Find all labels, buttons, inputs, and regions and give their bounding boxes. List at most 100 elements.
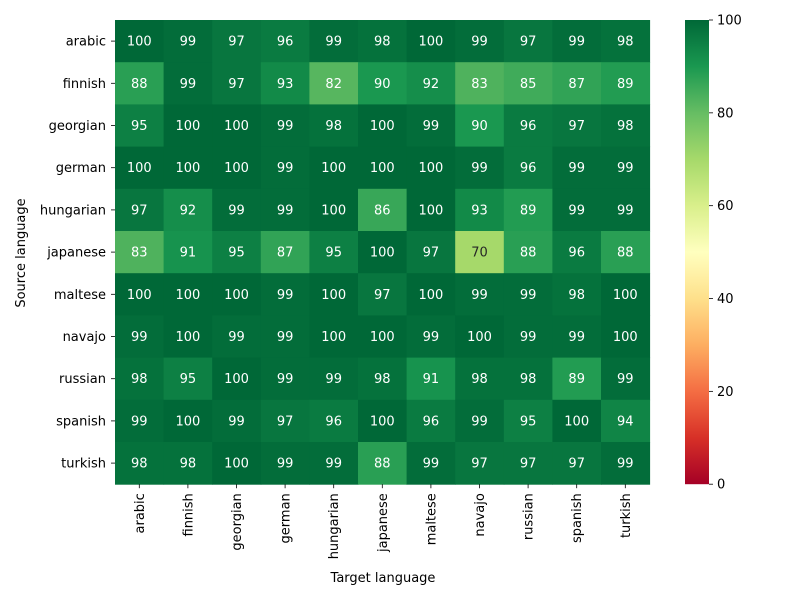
- cell-value-label: 98: [520, 372, 537, 387]
- heatmap-cell: [455, 442, 505, 485]
- heatmap-cell: [115, 315, 165, 359]
- x-tick-label: spanish: [570, 493, 585, 543]
- cell-value-label: 97: [520, 457, 537, 472]
- cell-value-label: 99: [228, 330, 245, 345]
- cell-value-label: 83: [471, 77, 488, 92]
- heatmap-cell: [358, 188, 408, 232]
- heatmap-cell: [358, 273, 408, 316]
- cell-value-label: 100: [224, 372, 249, 387]
- cell-value-label: 99: [277, 119, 294, 134]
- cell-value-label: 100: [127, 288, 152, 303]
- cell-value-label: 99: [277, 288, 294, 303]
- heatmap-cell: [503, 315, 553, 359]
- cell-value-label: 100: [224, 457, 249, 472]
- cell-value-label: 99: [180, 77, 197, 92]
- heatmap-cell: [552, 104, 602, 148]
- x-tick-label: japanese: [376, 493, 391, 553]
- x-tick-label: navajo: [473, 493, 488, 536]
- cell-value-label: 100: [370, 119, 395, 134]
- cell-value-label: 100: [418, 161, 443, 176]
- heatmap-cell: [406, 20, 456, 63]
- cell-value-label: 97: [131, 203, 148, 218]
- x-tick-label: finnish: [181, 493, 196, 536]
- cell-value-label: 100: [224, 119, 249, 134]
- heatmap-cell: [552, 146, 602, 190]
- cell-value-label: 99: [471, 161, 488, 176]
- cell-value-label: 96: [325, 414, 342, 429]
- cell-value-label: 99: [568, 330, 585, 345]
- heatmap-cell: [552, 231, 602, 274]
- heatmap-cell: [503, 357, 553, 401]
- heatmap-cell: [212, 146, 262, 190]
- heatmap-cell: [552, 188, 602, 232]
- cell-value-label: 100: [175, 161, 200, 176]
- cell-value-label: 100: [321, 288, 346, 303]
- heatmap-cell: [358, 146, 408, 190]
- heatmap-cell: [163, 357, 213, 401]
- cell-value-label: 88: [131, 77, 148, 92]
- heatmap-cell: [309, 273, 359, 316]
- cell-value-label: 99: [520, 330, 537, 345]
- cell-value-label: 97: [568, 457, 585, 472]
- heatmap-cell: [503, 399, 553, 443]
- cell-value-label: 100: [175, 288, 200, 303]
- heatmap-cell: [212, 188, 262, 232]
- cell-value-label: 87: [568, 77, 585, 92]
- heatmap-cell: [358, 62, 408, 105]
- x-axis: arabic finnish georgian german hungarian japa…: [133, 484, 634, 559]
- cell-value-label: 96: [277, 35, 294, 50]
- heatmap-cell: [503, 104, 553, 148]
- heatmap-cell: [260, 231, 310, 274]
- heatmap-cell: [601, 273, 651, 316]
- cell-value-label: 99: [471, 414, 488, 429]
- heatmap-cell: [309, 104, 359, 148]
- heatmap-cell: [115, 62, 165, 105]
- heatmap-cell: [260, 399, 310, 443]
- cell-value-label: 90: [374, 77, 391, 92]
- heatmap-cell: [309, 20, 359, 63]
- heatmap-cell: [601, 442, 651, 485]
- y-tick-label: navajo: [63, 330, 106, 345]
- cell-value-label: 99: [423, 457, 440, 472]
- heatmap-cell: [212, 273, 262, 316]
- cell-value-label: 100: [127, 35, 152, 50]
- colorbar-tick-label: 80: [717, 106, 734, 121]
- cell-value-label: 99: [617, 372, 634, 387]
- cell-value-label: 96: [520, 119, 537, 134]
- cell-value-label: 70: [471, 246, 488, 261]
- cell-value-label: 95: [520, 414, 537, 429]
- heatmap-cell: [503, 231, 553, 274]
- cell-value-label: 96: [423, 414, 440, 429]
- cell-value-label: 99: [228, 414, 245, 429]
- cell-value-label: 89: [617, 77, 634, 92]
- heatmap-cell: [163, 146, 213, 190]
- cell-value-label: 100: [370, 330, 395, 345]
- cell-value-label: 99: [423, 330, 440, 345]
- cell-value-label: 100: [564, 414, 589, 429]
- heatmap-cell: [260, 62, 310, 105]
- heatmap-cell: [601, 357, 651, 401]
- heatmap-cell: [503, 442, 553, 485]
- x-tick-label: georgian: [230, 493, 245, 550]
- heatmap-cell: [552, 442, 602, 485]
- cell-value-label: 100: [370, 414, 395, 429]
- cell-value-label: 98: [131, 457, 148, 472]
- heatmap-cell: [503, 20, 553, 63]
- x-tick-label: russian: [522, 493, 537, 540]
- cell-value-label: 99: [277, 330, 294, 345]
- heatmap-cell: [212, 442, 262, 485]
- heatmap-cell: [406, 273, 456, 316]
- heatmap-cell: [309, 62, 359, 105]
- y-tick-label: spanish: [56, 414, 106, 429]
- cell-value-label: 87: [277, 246, 294, 261]
- heatmap-cell: [163, 399, 213, 443]
- x-tick-label: maltese: [424, 493, 439, 545]
- cell-value-label: 100: [418, 288, 443, 303]
- y-tick-label: hungarian: [40, 203, 106, 218]
- heatmap-cell: [309, 399, 359, 443]
- cell-value-label: 100: [321, 161, 346, 176]
- heatmap-cell: [212, 357, 262, 401]
- heatmap-cell: [406, 315, 456, 359]
- cell-value-label: 98: [617, 35, 634, 50]
- cell-value-label: 100: [613, 288, 638, 303]
